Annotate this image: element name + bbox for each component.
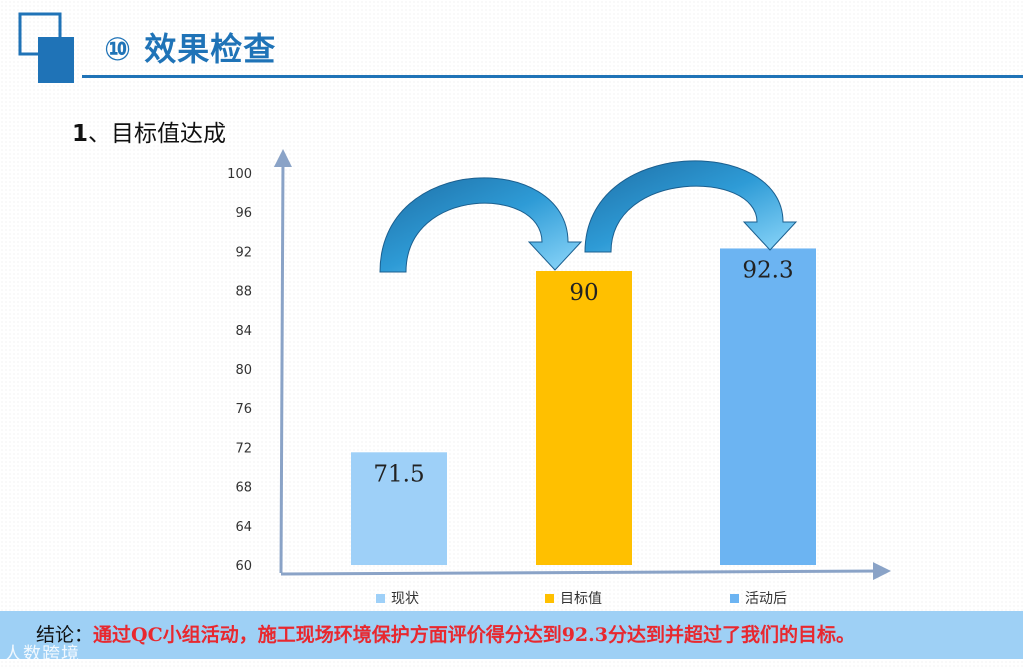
- bar-value-label: 90: [569, 280, 598, 306]
- y-tick-label: 92: [235, 245, 252, 260]
- conclusion-bar: [0, 611, 1023, 659]
- y-tick-label: 76: [235, 402, 252, 417]
- y-tick-label: 100: [227, 167, 252, 182]
- bar-1: [536, 271, 632, 565]
- y-tick-label: 96: [235, 206, 252, 221]
- legend-item-after: 活动后: [730, 588, 787, 608]
- legend-label-target: 目标值: [560, 591, 602, 607]
- bar-2: [720, 248, 816, 565]
- bar-value-label: 92.3: [742, 257, 793, 283]
- conclusion-text: 通过QC小组活动，施工现场环境保护方面评价得分达到92.3分达到并超过了我们的目…: [93, 624, 855, 646]
- y-tick-label: 88: [235, 285, 252, 300]
- y-tick-label: 80: [235, 363, 252, 378]
- section-title-text: 目标值达成: [111, 121, 227, 147]
- section-number: 1: [72, 121, 89, 147]
- conclusion: 结论：通过QC小组活动，施工现场环境保护方面评价得分达到92.3分达到并超过了我…: [36, 620, 855, 647]
- bar-0: [351, 452, 447, 565]
- page-title: ⑩ 效果检查: [104, 30, 277, 68]
- curved-arrow-1: [379, 177, 583, 273]
- x-axis: [280, 562, 891, 581]
- legend-swatch-current: [376, 593, 385, 603]
- legend-label-after: 活动后: [745, 591, 787, 607]
- legend-swatch-after: [730, 593, 739, 603]
- y-tick-label: 64: [235, 520, 252, 535]
- header-decoration: [18, 12, 74, 83]
- conclusion-label: 结论：: [36, 624, 94, 646]
- curved-arrow-2: [584, 160, 798, 253]
- y-axis: [273, 149, 292, 574]
- y-tick-label: 68: [235, 481, 252, 496]
- bar-value-label: 71.5: [373, 461, 424, 487]
- watermark: 人数跨境: [4, 644, 80, 665]
- y-tick-label: 84: [235, 324, 252, 339]
- chart-legend: 现状 目标值 活动后: [0, 588, 1023, 608]
- legend-item-current: 现状: [376, 588, 419, 608]
- y-tick-label: 60: [235, 559, 252, 574]
- legend-label-current: 现状: [391, 591, 419, 607]
- section-separator: 、: [88, 121, 112, 147]
- legend-swatch-target: [545, 593, 554, 603]
- section-title: 1、目标值达成: [72, 114, 226, 148]
- header-rule: [82, 75, 1023, 78]
- legend-item-target: 目标值: [545, 588, 602, 608]
- y-tick-label: 72: [235, 441, 252, 456]
